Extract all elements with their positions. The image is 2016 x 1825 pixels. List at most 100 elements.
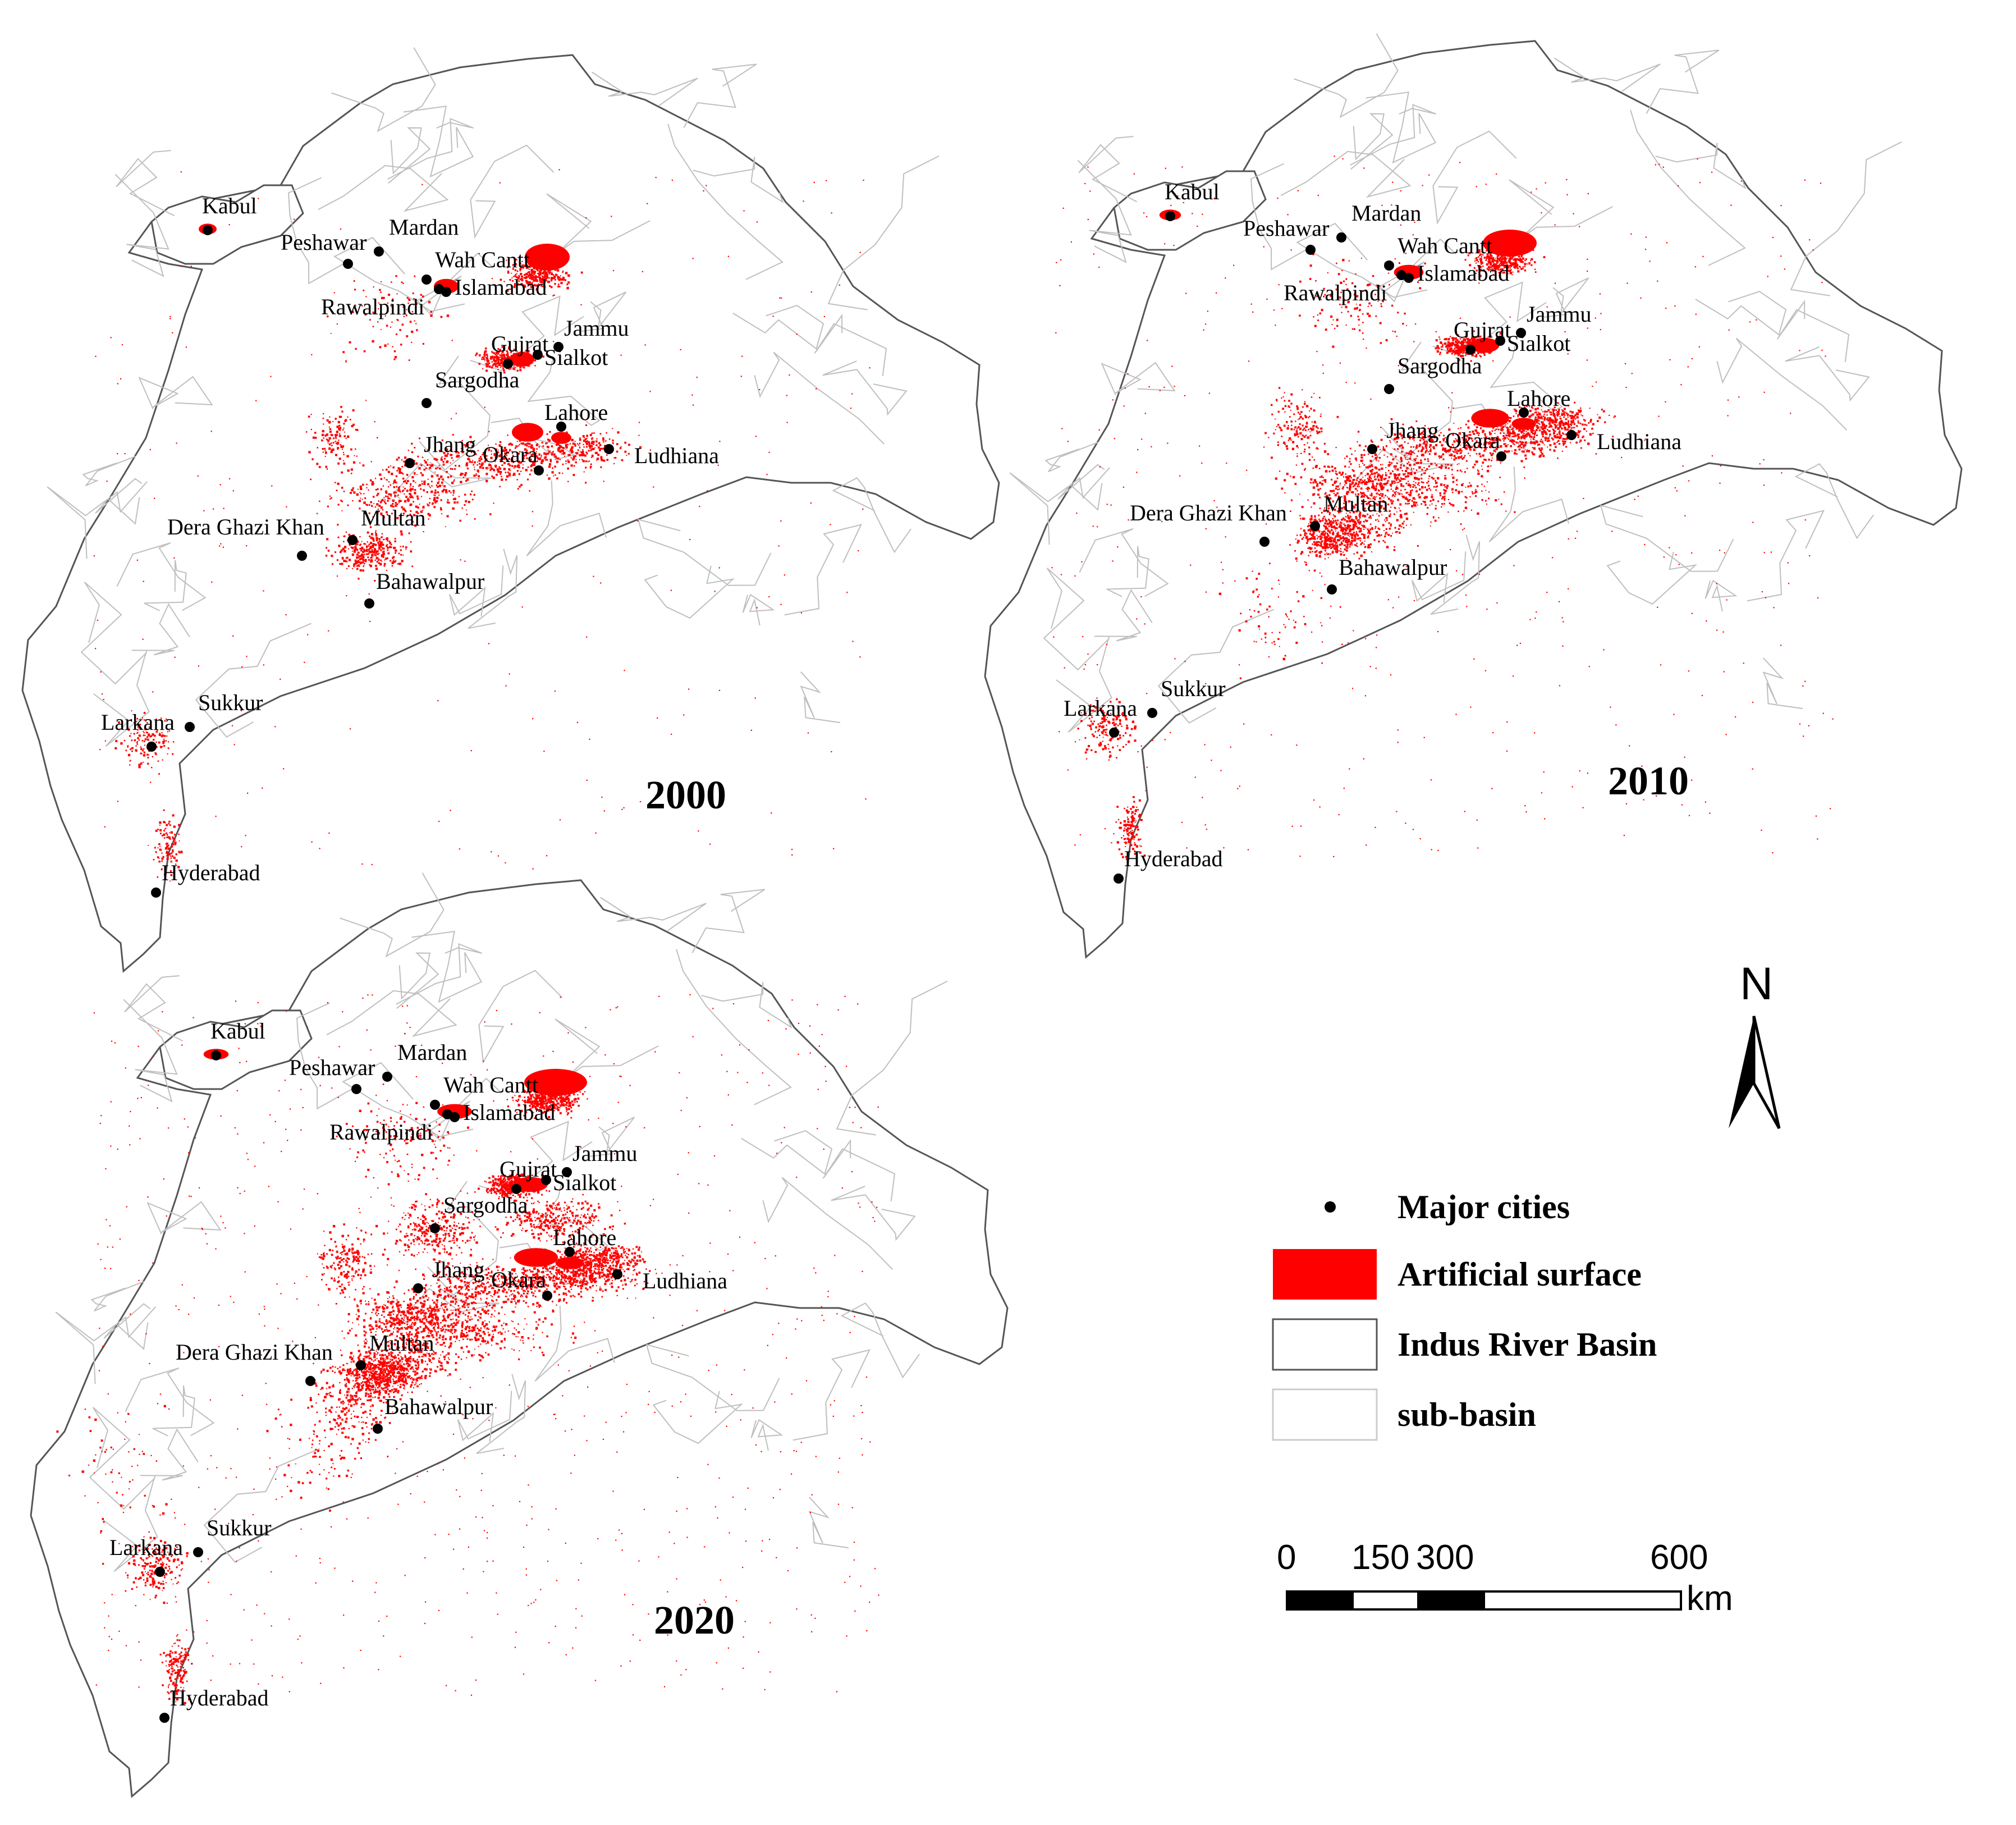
city-label: Islamabad xyxy=(463,1100,555,1125)
city-label: Dera Ghazi Khan xyxy=(1130,500,1287,525)
city-dot xyxy=(1114,873,1124,884)
legend-subbasin-symbol xyxy=(1272,1388,1378,1441)
city-dot xyxy=(146,742,157,752)
city-label: Ludhiana xyxy=(643,1268,727,1293)
city-dot xyxy=(297,551,307,561)
map-panel-2020: Kabul Peshawar Mardan Wah Cantt Islamabad Raw… xyxy=(30,872,1009,1799)
city-dot xyxy=(534,465,544,475)
city-label: Larkana xyxy=(1064,696,1137,721)
city-label: Wah Cantt xyxy=(1398,233,1492,258)
basin-outline-west xyxy=(159,1009,313,1090)
city-dot xyxy=(1519,408,1529,418)
scale-tick-label: 0 xyxy=(1277,1538,1296,1577)
city-dot xyxy=(364,598,374,609)
city-label: Peshawar xyxy=(1243,216,1329,241)
legend-label: sub-basin xyxy=(1398,1396,1536,1433)
city-label: Ludhiana xyxy=(1597,429,1681,454)
city-dot xyxy=(1495,336,1505,346)
artificial-surface-cells xyxy=(93,169,870,882)
legend: Major cities Artificial surface Indus Rive… xyxy=(1272,1188,1657,1441)
city-label: Larkana xyxy=(109,1535,183,1560)
city-dot xyxy=(604,444,614,454)
city-label: Ludhiana xyxy=(634,443,719,468)
city-label: Larkana xyxy=(101,710,175,735)
city-label: Kabul xyxy=(202,193,257,218)
city-dot xyxy=(1327,584,1337,594)
city-dot xyxy=(1147,708,1157,718)
city-label: Sargodha xyxy=(1398,353,1482,378)
city-dot xyxy=(1259,537,1270,547)
city-label: Okara xyxy=(483,442,538,467)
city-label: Multan xyxy=(361,505,426,530)
city-dot xyxy=(185,722,195,732)
city-label: Rawalpindi xyxy=(321,294,424,319)
city-label: Rawalpindi xyxy=(1284,280,1387,305)
city-label: Sialkot xyxy=(553,1170,616,1195)
city-dot xyxy=(533,350,543,360)
city-dot xyxy=(203,225,213,235)
city-dot xyxy=(1310,521,1320,531)
city-dot xyxy=(503,359,513,369)
city-label: Hyderabad xyxy=(162,860,260,885)
city-label: Jammu xyxy=(572,1141,638,1166)
city-dot xyxy=(151,888,161,898)
city-dot xyxy=(382,1072,392,1082)
sub-basin-lines xyxy=(1009,33,1902,733)
city-label: Jhang xyxy=(1386,418,1438,443)
city-label: Okara xyxy=(1445,428,1500,453)
city-label: Jhang xyxy=(424,432,476,457)
sub-basin-lines xyxy=(55,872,948,1572)
city-dot xyxy=(374,246,384,257)
city-dot xyxy=(1109,728,1119,738)
city-dot xyxy=(1336,232,1346,243)
city-dot xyxy=(1496,451,1506,461)
city-dot xyxy=(347,535,358,545)
city-label: Wah Cantt xyxy=(443,1072,538,1097)
city-dot xyxy=(1396,270,1406,280)
city-label: Jammu xyxy=(1527,301,1592,327)
scale-tick-label: 150 xyxy=(1351,1538,1409,1577)
city-label: Sialkot xyxy=(1507,331,1570,356)
city-label: Lahore xyxy=(553,1225,616,1250)
city-label: Sargodha xyxy=(435,367,520,392)
scale-tick-label: 600 xyxy=(1650,1538,1708,1577)
scale-unit: km xyxy=(1687,1579,1733,1618)
north-arrow-right xyxy=(1752,1016,1781,1129)
city-dot xyxy=(421,398,432,408)
city-dot xyxy=(1465,345,1476,355)
city-dot xyxy=(1367,444,1377,454)
year-label: 2000 xyxy=(645,772,726,817)
city-dot xyxy=(356,1360,366,1370)
city-label: Sialkot xyxy=(544,345,608,370)
city-label: Lahore xyxy=(544,400,608,425)
city-label: Lahore xyxy=(1507,386,1570,411)
city-label: Jhang xyxy=(432,1257,484,1282)
city-dot xyxy=(155,1567,165,1577)
legend-outline-symbol xyxy=(1272,1318,1378,1371)
city-dot xyxy=(565,1247,575,1257)
city-label: Multan xyxy=(1323,491,1389,516)
north-label: N xyxy=(1740,958,1773,1009)
city-dot xyxy=(1516,328,1526,338)
basin-outline xyxy=(984,40,1963,959)
city-label: Mardan xyxy=(1351,200,1421,226)
basin-outline-west xyxy=(150,184,304,265)
city-label: Mardan xyxy=(397,1040,467,1065)
north-arrow-left xyxy=(1729,1016,1754,1128)
scale-tick-label: 300 xyxy=(1416,1538,1474,1577)
city-dot xyxy=(421,275,432,285)
city-dot xyxy=(211,1050,221,1060)
city-dot xyxy=(442,1109,452,1119)
city-label: Okara xyxy=(491,1267,546,1292)
city-dot xyxy=(373,1424,383,1434)
city-dot xyxy=(542,1291,552,1301)
city-label: Bahawalpur xyxy=(1339,555,1447,580)
city-label: Islamabad xyxy=(1417,260,1509,286)
map-panel-2000: Kabul Peshawar Mardan Wah Cantt Islamabad Raw… xyxy=(21,47,1000,973)
basin-outline-west xyxy=(1113,170,1267,251)
city-label: Islamabad xyxy=(455,275,547,300)
